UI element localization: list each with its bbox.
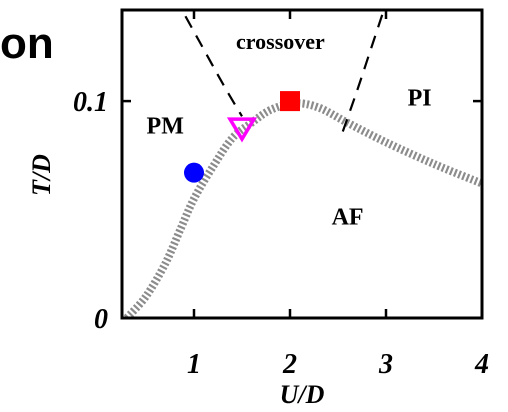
axis-ticks [122,10,484,320]
partial-figure-title: on [0,19,54,68]
marker-square [280,91,300,112]
x-tick-label: 4 [474,349,489,380]
plot-frame [120,8,484,320]
x-axis-label: U/D [280,380,325,409]
axis-tick-labels: 1 2 3 4 0 0.1 [73,87,489,380]
crossover-boundary-dashed-1 [180,10,243,117]
crossover-boundary-dashed-2 [341,10,385,132]
marker-circle [184,162,204,183]
x-tick-label: 2 [282,349,297,380]
region-label-af: AF [332,205,364,231]
y-tick-label: 0 [94,304,108,335]
y-tick-label: 0.1 [73,87,108,118]
x-tick-label: 3 [378,349,393,380]
region-label-pm: PM [147,114,184,140]
x-tick-label: 1 [187,349,201,380]
region-label-crossover: crossover [236,29,325,54]
marker-triangle-down [226,117,258,143]
y-axis-label: T/D [27,154,56,196]
plot-area: crossover PM PI AF [123,10,482,318]
region-label-pi: PI [408,85,432,111]
